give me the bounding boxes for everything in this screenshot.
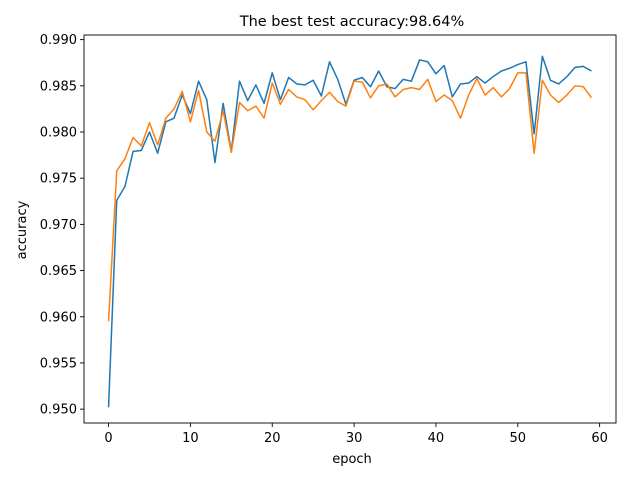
x-tick-label: 40 (428, 431, 445, 446)
x-tick-label: 10 (182, 431, 199, 446)
y-tick-label: 0.950 (40, 403, 77, 418)
y-tick-label: 0.970 (40, 218, 77, 233)
plot-area (107, 55, 593, 408)
series-line-1 (107, 55, 592, 408)
y-tick-label: 0.975 (40, 172, 77, 187)
y-tick-label: 0.985 (40, 79, 77, 94)
x-tick-label: 20 (264, 431, 281, 446)
chart-title: The best test accuracy:98.64% (239, 14, 465, 30)
y-axis: 0.950 0.955 0.960 0.965 0.970 0.975 0.980 0.985… (40, 33, 84, 418)
x-tick-label: 0 (104, 431, 112, 446)
x-axis-label: epoch (332, 452, 372, 467)
y-tick-label: 0.990 (40, 33, 77, 48)
y-axis-label: accuracy (15, 200, 30, 259)
x-tick-label: 50 (510, 431, 527, 446)
x-tick-label: 30 (346, 431, 363, 446)
y-tick-label: 0.960 (40, 310, 77, 325)
series-line-2 (107, 72, 593, 322)
y-tick-label: 0.980 (40, 126, 77, 141)
y-tick-label: 0.965 (40, 264, 77, 279)
plot-frame (83, 34, 617, 424)
y-tick-label: 0.955 (40, 356, 77, 371)
x-axis: 0 10 20 30 40 50 60 (104, 423, 608, 446)
x-tick-label: 60 (591, 431, 608, 446)
